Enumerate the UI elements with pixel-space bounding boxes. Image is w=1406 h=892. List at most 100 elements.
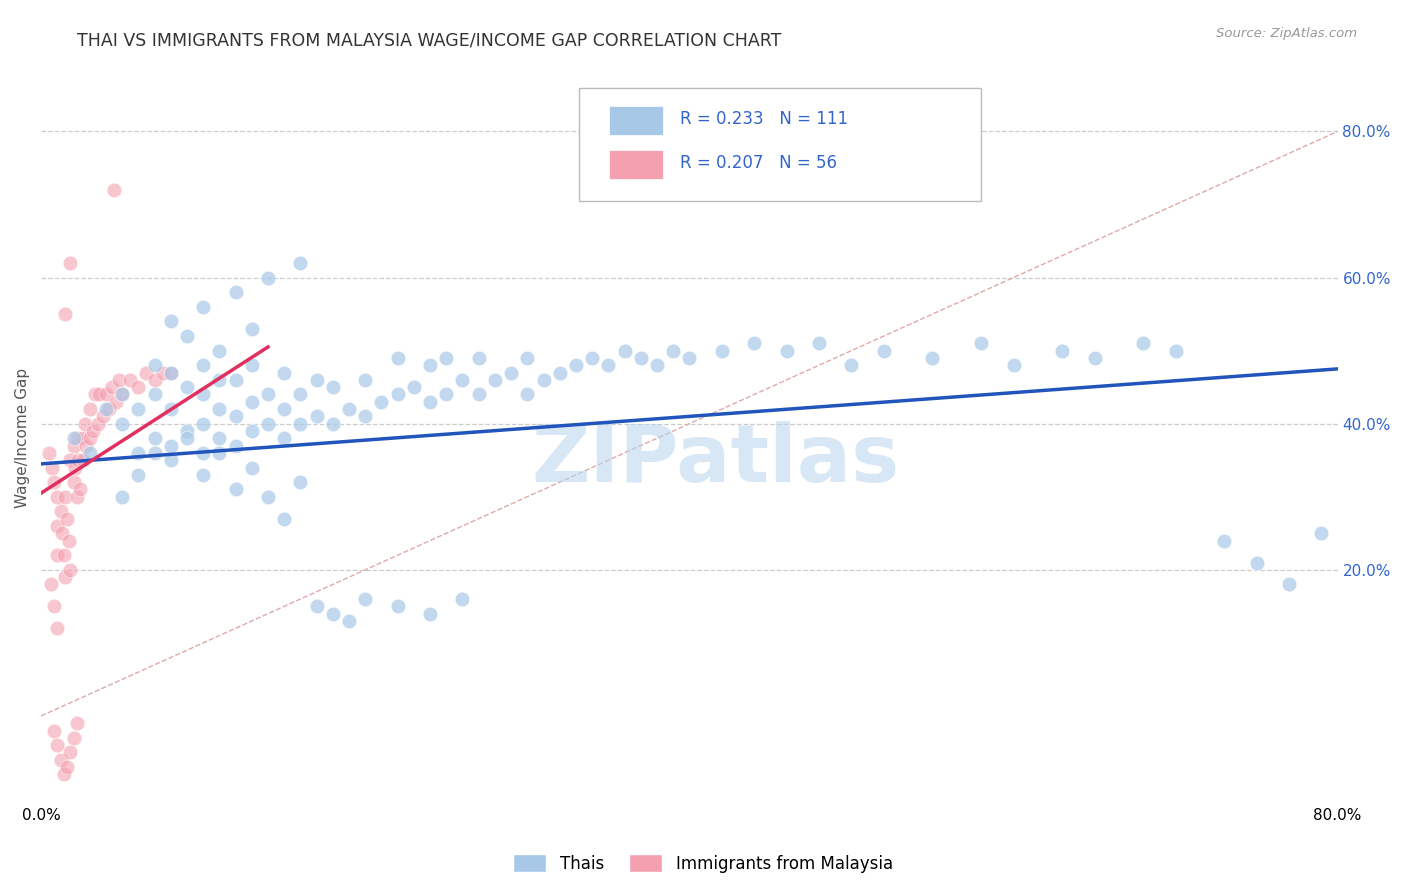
Point	[143, 358, 166, 372]
Point	[1132, 336, 1154, 351]
Point	[46, 490, 69, 504]
Point	[305, 373, 328, 387]
Point	[451, 373, 474, 387]
Point	[51, 526, 73, 541]
Point	[111, 387, 134, 401]
Point	[565, 358, 588, 372]
Point	[79, 431, 101, 445]
Point	[501, 366, 523, 380]
Point	[127, 402, 149, 417]
Point	[66, 490, 89, 504]
Point	[548, 366, 571, 380]
Point	[273, 431, 295, 445]
Point	[55, 307, 77, 321]
Point	[516, 387, 538, 401]
Point	[467, 351, 489, 365]
Point	[240, 322, 263, 336]
Point	[87, 417, 110, 431]
Point	[387, 351, 409, 365]
Point	[516, 351, 538, 365]
Point	[39, 577, 62, 591]
Point	[742, 336, 765, 351]
Point	[176, 431, 198, 445]
Point	[290, 417, 312, 431]
Point	[159, 402, 181, 417]
Point	[225, 285, 247, 300]
Point	[1310, 526, 1333, 541]
Point	[225, 439, 247, 453]
Point	[59, 453, 82, 467]
Point	[208, 402, 231, 417]
Point	[240, 358, 263, 372]
Point	[305, 409, 328, 424]
Point	[322, 607, 344, 621]
Point	[49, 753, 72, 767]
Point	[273, 366, 295, 380]
Point	[49, 504, 72, 518]
Point	[354, 409, 377, 424]
Text: R = 0.207   N = 56: R = 0.207 N = 56	[681, 153, 838, 172]
Point	[484, 373, 506, 387]
Point	[322, 417, 344, 431]
Point	[193, 467, 215, 482]
Point	[337, 614, 360, 628]
Point	[159, 366, 181, 380]
Point	[419, 358, 441, 372]
Text: R = 0.233   N = 111: R = 0.233 N = 111	[681, 110, 848, 128]
Point	[402, 380, 425, 394]
Point	[678, 351, 700, 365]
Point	[83, 387, 105, 401]
Point	[94, 387, 117, 401]
Point	[354, 592, 377, 607]
Point	[104, 394, 127, 409]
Point	[46, 519, 69, 533]
Point	[970, 336, 993, 351]
Point	[240, 394, 263, 409]
FancyBboxPatch shape	[579, 87, 981, 201]
Point	[89, 387, 111, 401]
Point	[127, 380, 149, 394]
Point	[135, 366, 157, 380]
Point	[46, 738, 69, 752]
Point	[1083, 351, 1105, 365]
Point	[419, 394, 441, 409]
Point	[581, 351, 603, 365]
Point	[710, 343, 733, 358]
Point	[55, 490, 77, 504]
Point	[176, 424, 198, 438]
Point	[82, 424, 104, 438]
Point	[159, 314, 181, 328]
Point	[143, 373, 166, 387]
Point	[630, 351, 652, 365]
Point	[273, 402, 295, 417]
Point	[42, 723, 65, 738]
Point	[127, 446, 149, 460]
Point	[257, 490, 280, 504]
Point	[111, 490, 134, 504]
Point	[111, 387, 134, 401]
Point	[143, 446, 166, 460]
Point	[59, 746, 82, 760]
Point	[225, 409, 247, 424]
Point	[370, 394, 392, 409]
Point	[52, 548, 75, 562]
Point	[1213, 533, 1236, 548]
Point	[46, 621, 69, 635]
Point	[257, 270, 280, 285]
Point	[257, 387, 280, 401]
Point	[841, 358, 863, 372]
Text: Source: ZipAtlas.com: Source: ZipAtlas.com	[1216, 27, 1357, 40]
Point	[662, 343, 685, 358]
Point	[613, 343, 636, 358]
Point	[73, 417, 96, 431]
Point	[257, 417, 280, 431]
Point	[59, 256, 82, 270]
Point	[62, 431, 84, 445]
Point	[41, 460, 63, 475]
Point	[322, 380, 344, 394]
Point	[152, 366, 174, 380]
Point	[79, 402, 101, 417]
Point	[94, 402, 117, 417]
Point	[176, 329, 198, 343]
Point	[42, 475, 65, 490]
